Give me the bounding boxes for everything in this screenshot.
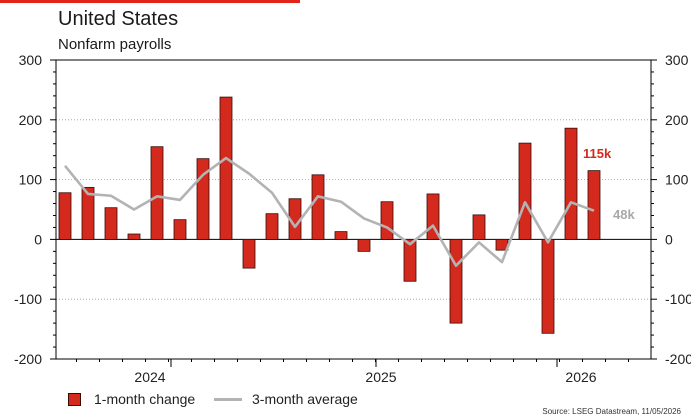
y-tick-label-left: 0 xyxy=(34,231,42,247)
y-tick-label-right: -200 xyxy=(665,351,691,367)
bar xyxy=(541,238,555,334)
source-note: Source: LSEG Datastream, 11/05/2026 xyxy=(542,407,681,416)
bar xyxy=(150,146,164,240)
y-tick-label-right: 200 xyxy=(665,112,689,128)
legend-line-label: 3-month average xyxy=(252,391,358,407)
x-tick-label: 2024 xyxy=(134,369,165,385)
y-tick-label-left: 100 xyxy=(19,172,43,188)
legend-bar-label: 1-month change xyxy=(94,391,196,407)
bar xyxy=(311,174,325,240)
legend-item-1-month-change: 1-month change xyxy=(68,391,195,407)
y-tick-label-left: -100 xyxy=(14,291,42,307)
bar xyxy=(518,142,532,240)
bar xyxy=(265,213,279,240)
bar xyxy=(58,192,72,240)
y-tick-label-left: 200 xyxy=(19,112,43,128)
annotation-latest-change: 115k xyxy=(583,146,612,161)
chart-subtitle: Nonfarm payrolls xyxy=(58,36,172,53)
bar xyxy=(104,207,118,240)
x-tick-label: 2026 xyxy=(565,369,596,385)
bar xyxy=(449,238,463,324)
y-tick-label-right: 300 xyxy=(665,52,689,68)
y-tick-label-right: 0 xyxy=(665,231,673,247)
plot-frame xyxy=(55,59,652,360)
bar xyxy=(564,127,578,240)
x-tick-label: 2025 xyxy=(365,369,396,385)
bar xyxy=(587,170,601,240)
bar xyxy=(472,214,486,240)
chart-title: United States xyxy=(58,8,179,30)
y-tick-label-right: 100 xyxy=(665,172,689,188)
y-tick-label-left: -200 xyxy=(14,351,42,367)
legend-item-3-month-average: 3-month average xyxy=(214,391,358,407)
bar xyxy=(357,238,371,252)
bar xyxy=(81,186,95,240)
bar xyxy=(334,231,348,240)
header-accent-bar xyxy=(0,0,300,3)
y-tick-label-left: 300 xyxy=(19,52,43,68)
bar xyxy=(380,201,394,240)
y-tick-label-right: -100 xyxy=(665,291,691,307)
bar xyxy=(127,233,141,240)
bar xyxy=(242,238,256,269)
bar xyxy=(173,219,187,240)
three-month-average-line xyxy=(63,156,595,268)
legend-line-swatch xyxy=(214,397,242,401)
annotation-latest-average: 48k xyxy=(613,207,635,222)
legend-bar-swatch xyxy=(68,392,81,406)
bar xyxy=(403,238,417,282)
bar xyxy=(219,96,233,240)
